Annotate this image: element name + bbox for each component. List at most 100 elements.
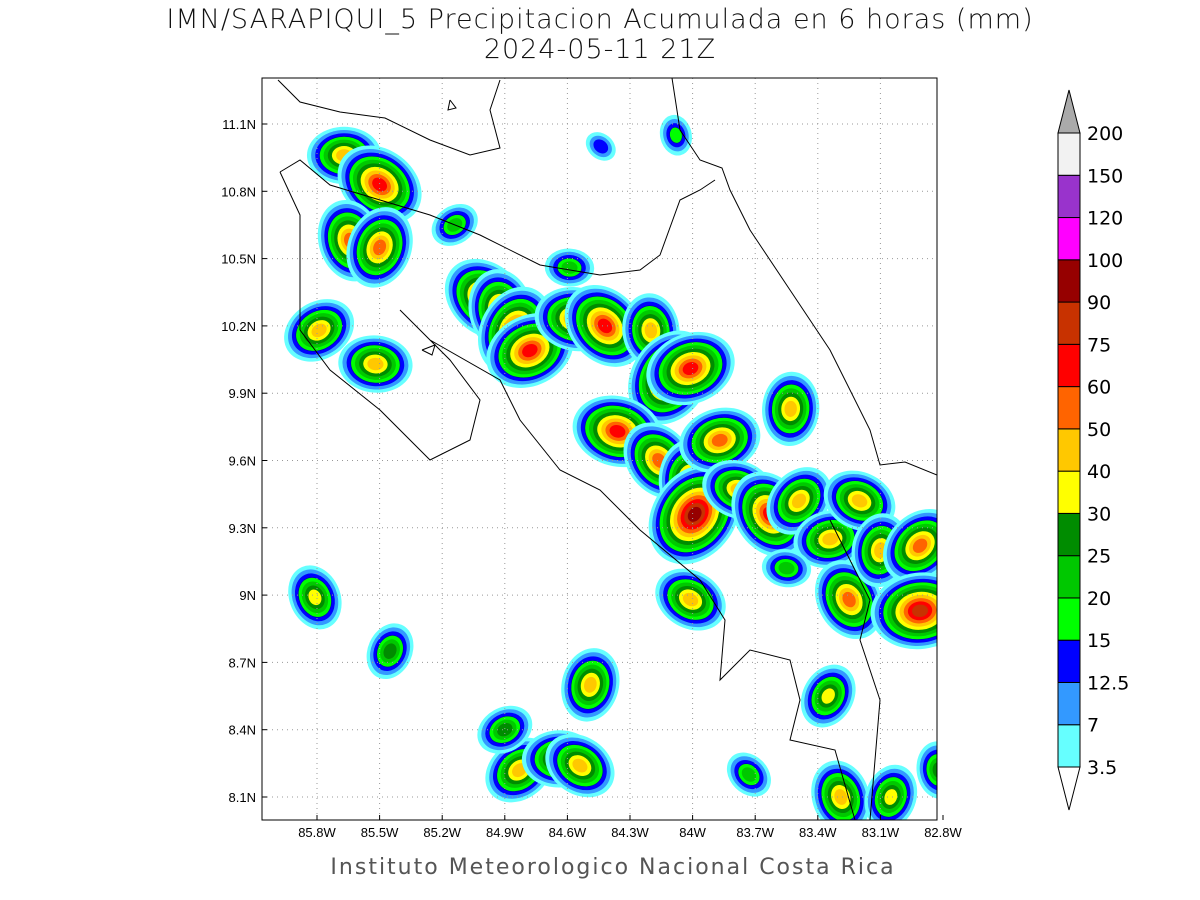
precip-cell: [585, 132, 616, 161]
precip-contour: [593, 139, 609, 154]
colorbar-label: 3.5: [1087, 757, 1117, 779]
chart-title: IMN/SARAPIQUI_5 Precipitacion Acumulada …: [166, 4, 1034, 35]
precip-contour: [784, 400, 797, 417]
y-tick-label: 10.8N: [221, 184, 256, 199]
y-tick-label: 10.5N: [221, 252, 256, 267]
x-tick-label: 85.5W: [361, 825, 399, 840]
colorbar-swatch: [1057, 343, 1081, 388]
colorbar-label: 60: [1087, 377, 1111, 399]
coastline: [671, 78, 937, 476]
precip-cell: [800, 664, 856, 728]
y-tick-label: 9.6N: [229, 454, 256, 469]
precip-contour: [308, 589, 322, 606]
precip-cell: [864, 764, 918, 820]
precip-contour: [932, 762, 937, 779]
precip-contour: [851, 494, 868, 508]
precip-cell: [564, 284, 646, 367]
precip-cell: [823, 470, 896, 532]
map-area: [262, 78, 937, 820]
precip-contour: [367, 357, 384, 371]
x-tick-label: 85.8W: [298, 825, 336, 840]
precip-cell: [659, 114, 692, 156]
chart-subtitle: 2024-05-11 21Z: [483, 34, 717, 65]
colorbar-label: 75: [1087, 334, 1111, 356]
precip-contour: [912, 604, 929, 618]
precip-cell: [916, 741, 937, 799]
colorbar-swatch: [1057, 428, 1081, 472]
colorbar-swatch: [1057, 217, 1081, 261]
precip-cell: [761, 549, 812, 588]
precip-cell: [544, 248, 595, 287]
precip-contour: [778, 561, 795, 575]
colorbar-label: 25: [1087, 546, 1111, 568]
colorbar-label: 20: [1087, 588, 1111, 610]
colorbar-swatch: [1057, 724, 1081, 768]
precip-cell: [545, 733, 615, 798]
colorbar-label: 15: [1087, 630, 1111, 652]
y-tick-label: 8.1N: [229, 790, 256, 805]
precip-contour: [522, 343, 538, 358]
coastline: [279, 159, 716, 276]
precip-contour: [834, 789, 848, 805]
precip-cell: [655, 568, 726, 631]
colorbar-label: 40: [1087, 461, 1111, 483]
precip-contour: [682, 592, 699, 607]
precip-cell: [814, 560, 884, 640]
x-tick-label: 83.4W: [799, 825, 837, 840]
colorbar-swatch: [1057, 132, 1081, 176]
coastline: [829, 519, 881, 820]
map-frame: [261, 77, 938, 821]
precip-contour: [821, 688, 835, 704]
precip-cell: [726, 752, 771, 797]
y-tick-label: 11.1N: [222, 117, 256, 132]
colorbar-swatch: [1057, 639, 1081, 683]
coastline: [447, 99, 457, 111]
colorbar-label: 7: [1087, 715, 1099, 737]
colorbar-swatch: [1057, 174, 1081, 219]
precip-contour: [791, 493, 807, 509]
precip-contour: [373, 239, 387, 256]
precip-contour: [597, 318, 613, 334]
precip-contour: [842, 591, 856, 608]
precip-cell: [338, 335, 413, 393]
colorbar-label: 120: [1087, 208, 1123, 230]
precip-cell: [870, 572, 937, 650]
precip-cell: [561, 648, 620, 722]
precip-contour: [929, 757, 937, 783]
colorbar-label: 30: [1087, 503, 1111, 525]
precip-cell: [346, 207, 413, 288]
colorbar-swatch: [1057, 470, 1081, 514]
colorbar-label: 150: [1087, 165, 1123, 187]
colorbar-min-arrow: [1057, 766, 1081, 811]
colorbar-label: 50: [1087, 419, 1111, 441]
colorbar-swatch: [1057, 259, 1081, 303]
x-tick-label: 85.2W: [423, 825, 461, 840]
colorbar-label: 12.5: [1087, 672, 1129, 694]
colorbar-swatch: [1057, 681, 1081, 726]
precip-cell: [762, 371, 820, 447]
precip-cell: [679, 407, 761, 474]
precip-cell: [883, 509, 937, 583]
x-tick-label: 84.9W: [486, 825, 524, 840]
precip-cell: [646, 331, 735, 406]
x-tick-label: 83.1W: [862, 825, 900, 840]
precip-cell: [284, 299, 355, 362]
x-tick-label: 84.6W: [549, 825, 587, 840]
precip-contour: [912, 538, 928, 553]
y-tick-label: 8.7N: [229, 655, 256, 670]
precip-contour: [711, 433, 728, 447]
colorbar-label: 90: [1087, 292, 1111, 314]
precip-contour: [372, 177, 388, 192]
precip-contour: [687, 506, 702, 522]
y-tick-label: 9.3N: [229, 521, 256, 536]
y-tick-label: 9.9N: [229, 386, 256, 401]
x-tick-label: 83.7W: [736, 825, 774, 840]
precip-contour: [884, 789, 898, 805]
precip-contour: [311, 323, 327, 338]
y-tick-label: 9N: [239, 588, 256, 603]
coastline: [277, 79, 501, 156]
x-tick-label: 84W: [679, 825, 706, 840]
precip-contour: [682, 362, 699, 376]
colorbar-swatch: [1057, 301, 1081, 345]
